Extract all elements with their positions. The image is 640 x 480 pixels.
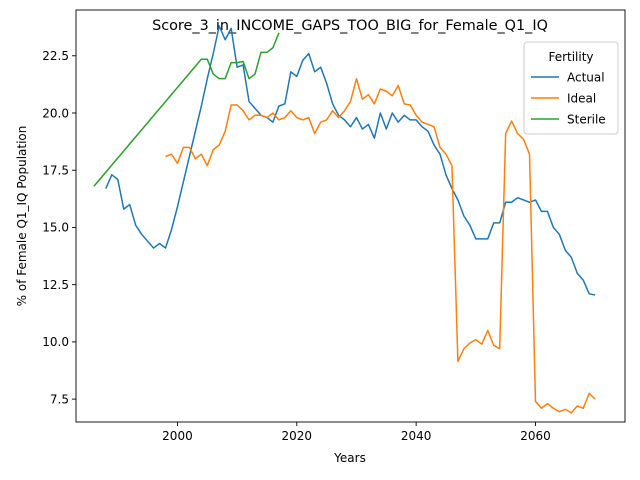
y-tick-label: 15.0: [42, 221, 69, 235]
series-line-actual: [105, 25, 596, 296]
series-lines: [93, 25, 596, 414]
y-tick-label: 7.5: [50, 392, 69, 406]
y-axis-label: % of Female Q1_IQ Population: [15, 126, 29, 307]
plot-frame: [75, 9, 626, 423]
x-tick-label: 2000: [162, 429, 193, 443]
x-axis-label: Years: [333, 451, 366, 465]
legend-label-actual: Actual: [567, 70, 605, 84]
series-line-sterile: [93, 32, 280, 187]
legend-label-ideal: Ideal: [567, 91, 596, 105]
legend: Fertility Actual Ideal Sterile: [523, 41, 619, 135]
y-tick-label: 10.0: [42, 335, 69, 349]
chart-title: Score_3_in_INCOME_GAPS_TOO_BIG_for_Femal…: [152, 18, 548, 34]
legend-label-sterile: Sterile: [567, 112, 606, 126]
x-axis: 2000 2020 2040 2060: [162, 422, 551, 443]
y-tick-label: 22.5: [42, 49, 69, 63]
x-tick-label: 2020: [282, 429, 313, 443]
legend-title: Fertility: [548, 50, 593, 64]
y-axis: 7.5 10.0 12.5 15.0 17.5 20.0 22.5: [42, 49, 76, 406]
legend-box: [523, 41, 619, 135]
y-tick-label: 17.5: [42, 164, 69, 178]
x-tick-label: 2060: [520, 429, 551, 443]
x-tick-label: 2040: [401, 429, 432, 443]
series-line-ideal: [165, 77, 596, 414]
legend-items: Actual Ideal Sterile: [531, 70, 606, 126]
y-tick-label: 12.5: [42, 278, 69, 292]
y-tick-label: 20.0: [42, 106, 69, 120]
